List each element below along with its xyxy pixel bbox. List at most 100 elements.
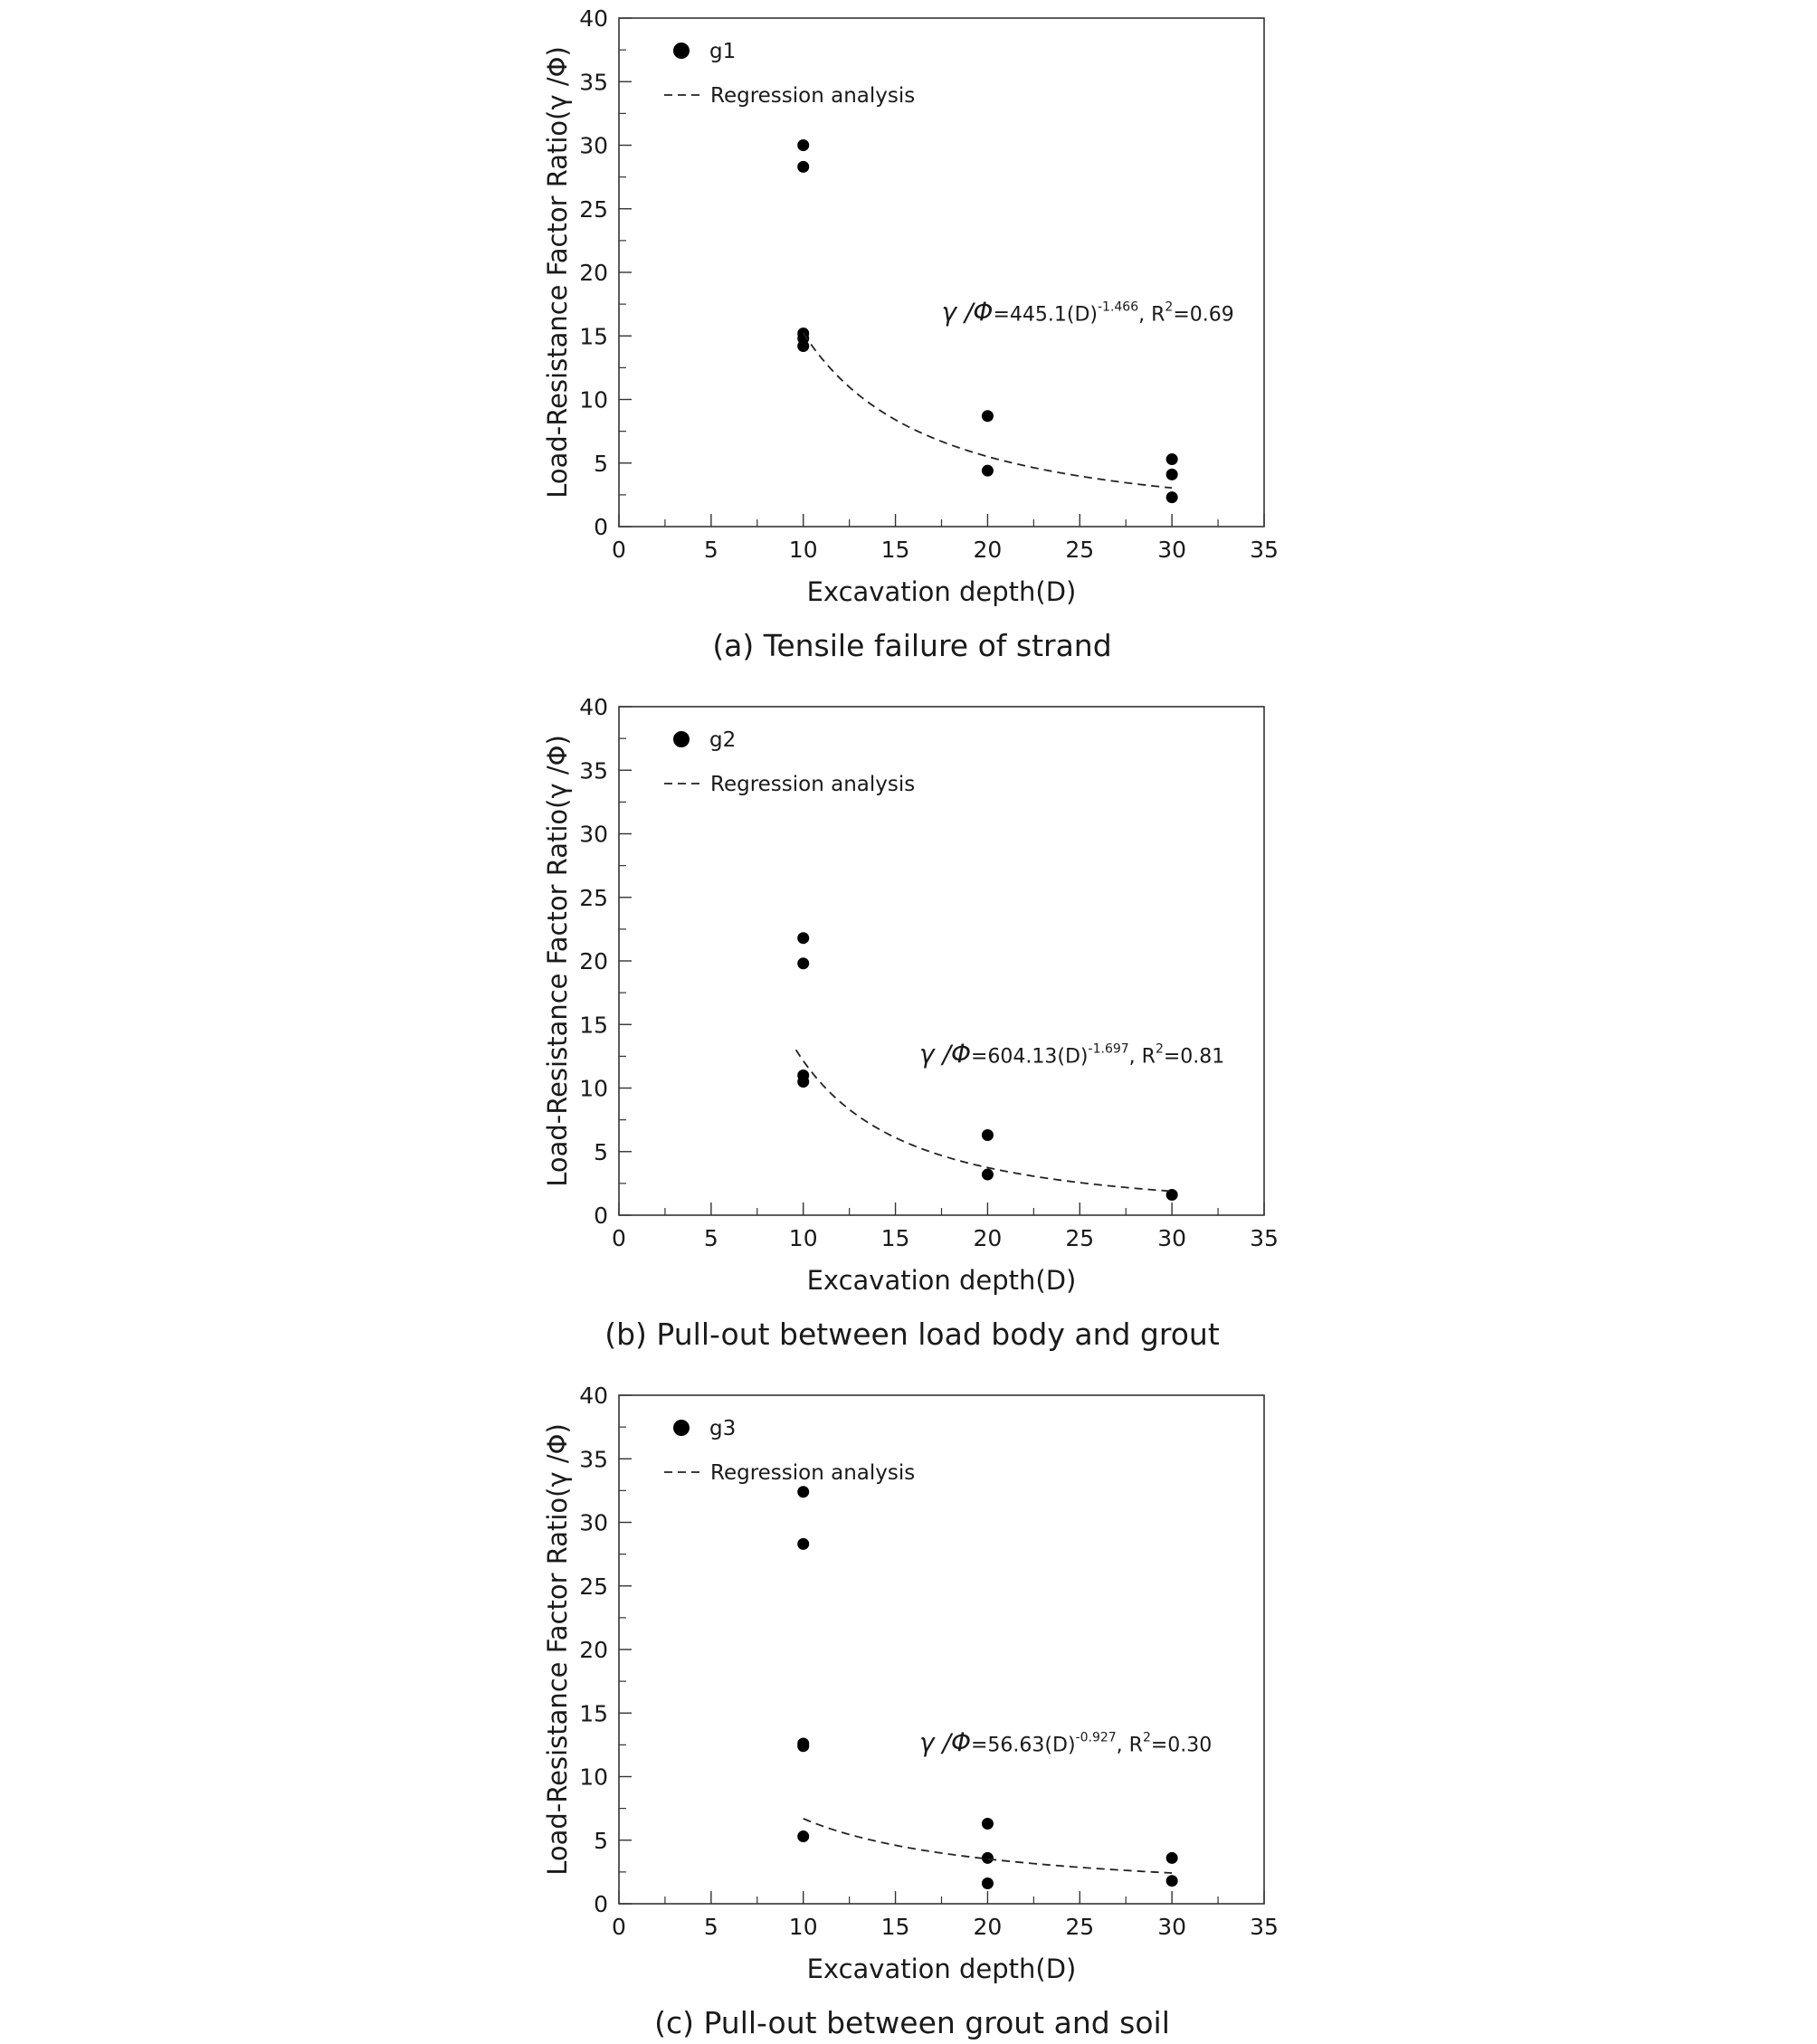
x-tick-label: 0	[612, 1225, 626, 1251]
equation-r-exponent: 2	[1156, 1041, 1164, 1056]
equation-r-value: =0.30	[1151, 1734, 1212, 1756]
panel-caption: (c) Pull-out between grout and soil	[654, 2005, 1170, 2040]
data-point	[797, 957, 810, 970]
y-tick-label: 5	[594, 1828, 608, 1854]
data-point	[981, 1168, 994, 1181]
x-tick-label: 20	[974, 1225, 1003, 1251]
data-point	[797, 1537, 810, 1550]
y-tick-label: 20	[579, 1637, 608, 1663]
panel-caption: (a) Tensile failure of strand	[712, 628, 1111, 663]
y-tick-label: 30	[579, 1510, 608, 1536]
legend-label: Regression analysis	[710, 1461, 915, 1485]
x-tick-label: 0	[612, 1914, 626, 1940]
equation-r-label: , R	[1117, 1734, 1143, 1756]
data-point	[797, 932, 810, 945]
y-tick-label: 15	[579, 323, 608, 349]
y-tick-label: 0	[594, 514, 608, 540]
x-tick-label: 30	[1157, 537, 1186, 563]
equation-r-value: =0.69	[1173, 303, 1233, 326]
legend: g1 Regression analysis	[664, 40, 915, 108]
x-tick-label: 10	[789, 1225, 818, 1251]
equation-r-label: , R	[1138, 303, 1165, 326]
equation-r-exponent: 2	[1143, 1730, 1151, 1745]
x-tick-label: 35	[1250, 537, 1279, 563]
equation-ratio-symbol: γ /Φ	[919, 1727, 971, 1757]
legend-label: g2	[709, 728, 736, 752]
y-tick-label: 20	[579, 260, 608, 286]
x-tick-label: 30	[1157, 1225, 1186, 1251]
equation-exponent: -1.697	[1089, 1041, 1129, 1056]
legend-swatch-dot	[673, 731, 690, 747]
x-tick-label: 35	[1250, 1914, 1279, 1940]
data-point	[981, 464, 994, 477]
legend-label: g3	[709, 1417, 736, 1440]
data-point	[981, 1878, 994, 1890]
data-point	[1165, 491, 1178, 504]
x-tick-label: 5	[704, 537, 718, 563]
y-tick-label: 35	[579, 69, 608, 95]
regression-equation: γ /Φ=56.63(D)-0.927, R2=0.30	[919, 1727, 1212, 1757]
regression-curve	[803, 1818, 1173, 1874]
data-point	[1165, 1851, 1178, 1864]
y-axis-title: Load-Resistance Factor Ratio(γ /Φ)	[542, 1423, 573, 1876]
equation-r-exponent: 2	[1165, 299, 1173, 314]
chart-panel-2: 0 5 10 15 20 25 30 35 0 5 10 15 20 25 30 35 40 Excavation…	[542, 694, 1279, 1352]
y-tick-label: 30	[579, 133, 608, 159]
x-tick-label: 0	[612, 537, 626, 563]
data-point	[1165, 453, 1178, 466]
y-tick-label: 25	[579, 885, 608, 911]
equation-formula: =445.1(D)	[993, 303, 1098, 326]
y-tick-label: 10	[579, 1764, 608, 1791]
equation-r-label: , R	[1129, 1045, 1156, 1068]
legend-label: Regression analysis	[710, 84, 915, 108]
equation-formula: =56.63(D)	[971, 1734, 1076, 1756]
x-tick-label: 20	[974, 1914, 1003, 1940]
x-axis-title: Excavation depth(D)	[807, 1265, 1077, 1296]
y-tick-label: 0	[594, 1203, 608, 1229]
x-tick-label: 10	[789, 537, 818, 563]
legend: g2 Regression analysis	[664, 728, 915, 796]
x-tick-label: 15	[881, 1914, 910, 1940]
y-tick-label: 15	[579, 1700, 608, 1726]
legend: g3 Regression analysis	[664, 1417, 915, 1485]
y-tick-label: 30	[579, 822, 608, 848]
data-point	[797, 1830, 810, 1843]
data-point	[797, 1075, 810, 1088]
data-point	[981, 410, 994, 423]
x-tick-label: 15	[881, 537, 910, 563]
data-point	[797, 139, 810, 151]
x-axis-title: Excavation depth(D)	[807, 576, 1077, 607]
legend-label: g1	[709, 40, 736, 63]
x-tick-label: 25	[1065, 1914, 1094, 1940]
regression-curve	[794, 1049, 1173, 1193]
x-tick-label: 25	[1065, 1225, 1094, 1251]
y-tick-label: 35	[579, 1446, 608, 1472]
data-point	[1165, 468, 1178, 480]
x-tick-label: 30	[1157, 1914, 1186, 1940]
data-point	[1165, 1189, 1178, 1202]
x-tick-label: 10	[789, 1914, 818, 1940]
x-tick-label: 35	[1250, 1225, 1279, 1251]
y-tick-label: 0	[594, 1891, 608, 1917]
data-point	[797, 1740, 810, 1753]
data-point	[797, 339, 810, 352]
legend-swatch-dot	[673, 43, 690, 59]
legend-swatch-dot	[673, 1420, 690, 1436]
regression-equation: γ /Φ=604.13(D)-1.697, R2=0.81	[919, 1039, 1224, 1069]
data-point	[1165, 1875, 1178, 1887]
data-point	[981, 1817, 994, 1830]
y-tick-label: 5	[594, 451, 608, 477]
chart-panel-3: 0 5 10 15 20 25 30 35 0 5 10 15 20 25 30 35 40 Excavation…	[542, 1383, 1279, 2040]
chart-panel-1: 0 5 10 15 20 25 30 35 0 5 10 15 20 25 30 35 40 Excavation…	[542, 5, 1279, 663]
y-tick-label: 40	[579, 1383, 608, 1409]
equation-exponent: -1.466	[1098, 299, 1138, 314]
data-point	[797, 160, 810, 173]
regression-equation: γ /Φ=445.1(D)-1.466, R2=0.69	[942, 297, 1234, 327]
y-tick-label: 20	[579, 948, 608, 974]
x-tick-label: 15	[881, 1225, 910, 1251]
y-tick-label: 10	[579, 387, 608, 414]
x-tick-label: 25	[1065, 537, 1094, 563]
y-tick-label: 25	[579, 196, 608, 223]
y-tick-label: 40	[579, 5, 608, 32]
